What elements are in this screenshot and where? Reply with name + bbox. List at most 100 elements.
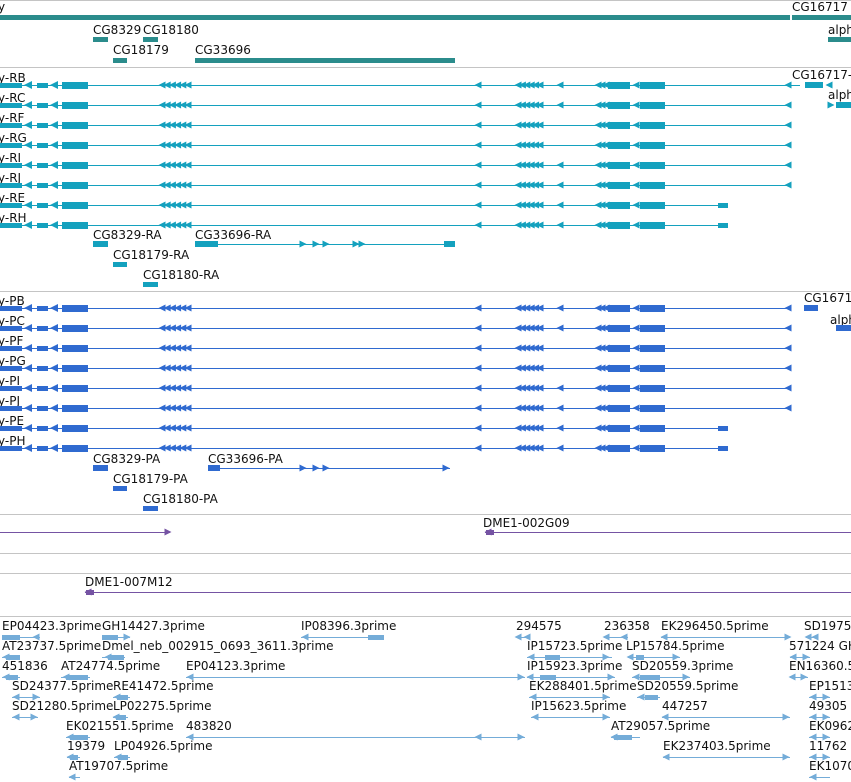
intron-line[interactable] <box>0 85 790 86</box>
intron-line[interactable] <box>0 225 728 226</box>
transcript-label[interactable]: y-RF <box>0 111 25 125</box>
est-line[interactable] <box>69 777 80 778</box>
intron-line[interactable] <box>0 205 728 206</box>
gene-y-bar[interactable] <box>0 15 790 20</box>
gene-label-cg16717[interactable]: CG16717 <box>792 0 848 14</box>
est-block[interactable] <box>102 635 118 640</box>
exon-block[interactable] <box>62 425 88 432</box>
est-label[interactable]: 294575 <box>516 619 562 633</box>
exon-block[interactable] <box>608 305 630 312</box>
clone-label-002g09[interactable]: DME1-002G09 <box>483 516 570 530</box>
est-line[interactable] <box>790 657 810 658</box>
est-line[interactable] <box>809 717 830 718</box>
transcript-label[interactable]: y-PE <box>0 414 25 428</box>
est-label[interactable]: EK296450.5prime <box>661 619 769 633</box>
exon-block[interactable] <box>37 446 48 451</box>
est-label[interactable]: LP15784.5prime <box>626 639 725 653</box>
est-line[interactable] <box>531 717 610 718</box>
exon-block[interactable] <box>37 123 48 128</box>
est-label[interactable]: EK288401.5prime <box>529 679 637 693</box>
gene-label-alph[interactable]: alph <box>828 23 851 37</box>
exon-block[interactable] <box>608 122 630 129</box>
exon-block[interactable] <box>113 486 127 491</box>
exon-block[interactable] <box>62 102 88 109</box>
exon-block[interactable] <box>0 446 22 451</box>
est-line[interactable] <box>2 637 40 638</box>
est-block[interactable] <box>636 655 644 660</box>
est-block[interactable] <box>118 755 128 760</box>
exon-block[interactable] <box>37 386 48 391</box>
est-label[interactable]: AT24774.5prime <box>61 659 161 673</box>
exon-block[interactable] <box>608 182 630 189</box>
intron-line[interactable] <box>0 368 790 369</box>
est-label[interactable]: SD1975 <box>804 619 851 633</box>
est-label[interactable]: EP04123.3prime <box>186 659 286 673</box>
est-block[interactable] <box>540 675 556 680</box>
exon-block[interactable] <box>62 202 88 209</box>
intron-line[interactable] <box>0 185 790 186</box>
intron-line[interactable] <box>208 468 450 469</box>
exon-block[interactable] <box>804 305 818 311</box>
exon-end[interactable] <box>718 446 728 451</box>
exon-block[interactable] <box>0 143 22 148</box>
exon-block[interactable] <box>93 465 108 471</box>
exon-block[interactable] <box>37 346 48 351</box>
transcript-label[interactable]: y-PG <box>0 354 26 368</box>
exon-block[interactable] <box>62 405 88 412</box>
exon-block[interactable] <box>608 325 630 332</box>
est-block[interactable] <box>70 755 78 760</box>
est-label[interactable]: EK237403.5prime <box>663 739 771 753</box>
exon-block[interactable] <box>640 365 665 372</box>
exon-block[interactable] <box>640 345 665 352</box>
exon-block[interactable] <box>37 326 48 331</box>
transcript-label[interactable]: y-PI <box>0 374 20 388</box>
gene-cg18179-bar[interactable] <box>113 58 127 63</box>
exon-block[interactable] <box>640 162 665 169</box>
exon-block[interactable] <box>143 282 158 287</box>
intron-line[interactable] <box>0 388 790 389</box>
exon-block[interactable] <box>62 122 88 129</box>
est-label[interactable]: SD20559.3prime <box>632 659 734 673</box>
transcript-label[interactable]: y-PB <box>0 294 25 308</box>
exon-block[interactable] <box>208 465 220 471</box>
est-label[interactable]: LP04926.5prime <box>114 739 213 753</box>
est-label[interactable]: SD24377.5prime <box>12 679 114 693</box>
exon-block[interactable] <box>0 326 22 331</box>
est-line[interactable] <box>518 637 530 638</box>
exon-block[interactable] <box>0 346 22 351</box>
exon-block[interactable] <box>0 386 22 391</box>
est-line[interactable] <box>809 697 830 698</box>
est-label[interactable]: EK021551.5prime <box>66 719 174 733</box>
gene-cg18180-bar[interactable] <box>143 37 158 42</box>
transcript-label[interactable]: y-RB <box>0 71 26 85</box>
transcript-label-cg33696-ra[interactable]: CG33696-RA <box>195 228 272 242</box>
exon-block[interactable] <box>37 406 48 411</box>
transcript-label[interactable]: y-RH <box>0 211 27 225</box>
exon-block[interactable] <box>608 82 630 89</box>
est-block[interactable] <box>2 635 20 640</box>
exon-block[interactable] <box>86 590 94 595</box>
gene-label-y[interactable]: y <box>0 0 6 14</box>
exon-block[interactable] <box>608 385 630 392</box>
exon-block[interactable] <box>37 366 48 371</box>
gene-alph-bar[interactable] <box>828 37 851 42</box>
intron-line[interactable] <box>0 328 790 329</box>
est-line[interactable] <box>529 697 610 698</box>
est-line[interactable] <box>661 637 790 638</box>
gene-label-cg18180[interactable]: CG18180 <box>143 23 199 37</box>
est-line[interactable] <box>806 637 818 638</box>
exon-block[interactable] <box>195 241 218 247</box>
gene-label-cg8329[interactable]: CG8329 <box>93 23 142 37</box>
exon-end[interactable] <box>718 426 728 431</box>
est-label[interactable]: AT23737.5prime <box>2 639 102 653</box>
est-line[interactable] <box>12 697 40 698</box>
est-label[interactable]: 49305 <box>809 699 848 713</box>
exon-block[interactable] <box>0 183 22 188</box>
transcript-label-alph[interactable]: alph <box>828 88 851 102</box>
clone-label-007m12[interactable]: DME1-007M12 <box>85 575 173 589</box>
est-label[interactable]: GH14427.3prime <box>102 619 205 633</box>
protein-label-cg18179-pa[interactable]: CG18179-PA <box>113 472 188 486</box>
exon-block[interactable] <box>640 445 665 452</box>
exon-block[interactable] <box>37 143 48 148</box>
transcript-label-cg18180-ra[interactable]: CG18180-RA <box>143 268 220 282</box>
